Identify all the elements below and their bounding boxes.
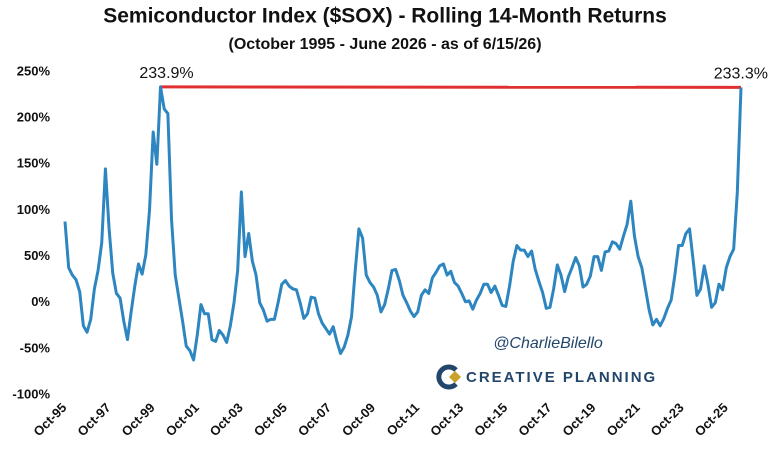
x-tick-label: Oct-21 xyxy=(603,400,642,439)
logo-diamond xyxy=(449,371,461,383)
x-tick-label: Oct-07 xyxy=(295,400,334,439)
x-tick-label: Oct-25 xyxy=(692,400,731,439)
reference-connector xyxy=(160,85,742,89)
x-tick-label: Oct-95 xyxy=(30,400,69,439)
y-tick-label: 50% xyxy=(24,248,50,263)
logo-arc xyxy=(436,364,458,390)
x-tick-label: Oct-13 xyxy=(427,400,466,439)
y-tick-label: 150% xyxy=(17,156,51,171)
brand-logo xyxy=(436,364,461,390)
chart-subtitle: (October 1995 - June 2026 - as of 6/15/2… xyxy=(228,36,541,53)
y-tick-label: 100% xyxy=(17,202,51,217)
x-tick-label: Oct-23 xyxy=(648,400,687,439)
annotation: 233.9% xyxy=(139,65,193,82)
x-tick-label: Oct-15 xyxy=(471,400,510,439)
y-tick-label: 200% xyxy=(17,110,51,125)
x-tick-label: Oct-03 xyxy=(207,400,246,439)
x-tick-label: Oct-01 xyxy=(163,400,202,439)
x-tick-label: Oct-19 xyxy=(559,400,598,439)
series-line xyxy=(63,85,743,362)
x-tick-label: Oct-11 xyxy=(384,400,423,439)
x-tick-label: Oct-05 xyxy=(251,400,290,439)
watermark-handle: @CharlieBilello xyxy=(493,335,603,352)
x-tick-label: Oct-17 xyxy=(515,400,554,439)
x-tick-label: Oct-99 xyxy=(119,400,158,439)
x-tick-label: Oct-09 xyxy=(339,400,378,439)
y-tick-label: -50% xyxy=(20,340,51,355)
y-tick-label: 250% xyxy=(17,63,51,78)
annotation: 233.3% xyxy=(714,66,768,83)
chart-title: Semiconductor Index ($SOX) - Rolling 14-… xyxy=(103,5,667,28)
x-tick-label: Oct-97 xyxy=(74,400,113,439)
watermark-brand: CREATIVE PLANNING xyxy=(466,369,657,386)
y-tick-label: -100% xyxy=(12,386,50,401)
y-tick-label: 0% xyxy=(31,294,50,309)
